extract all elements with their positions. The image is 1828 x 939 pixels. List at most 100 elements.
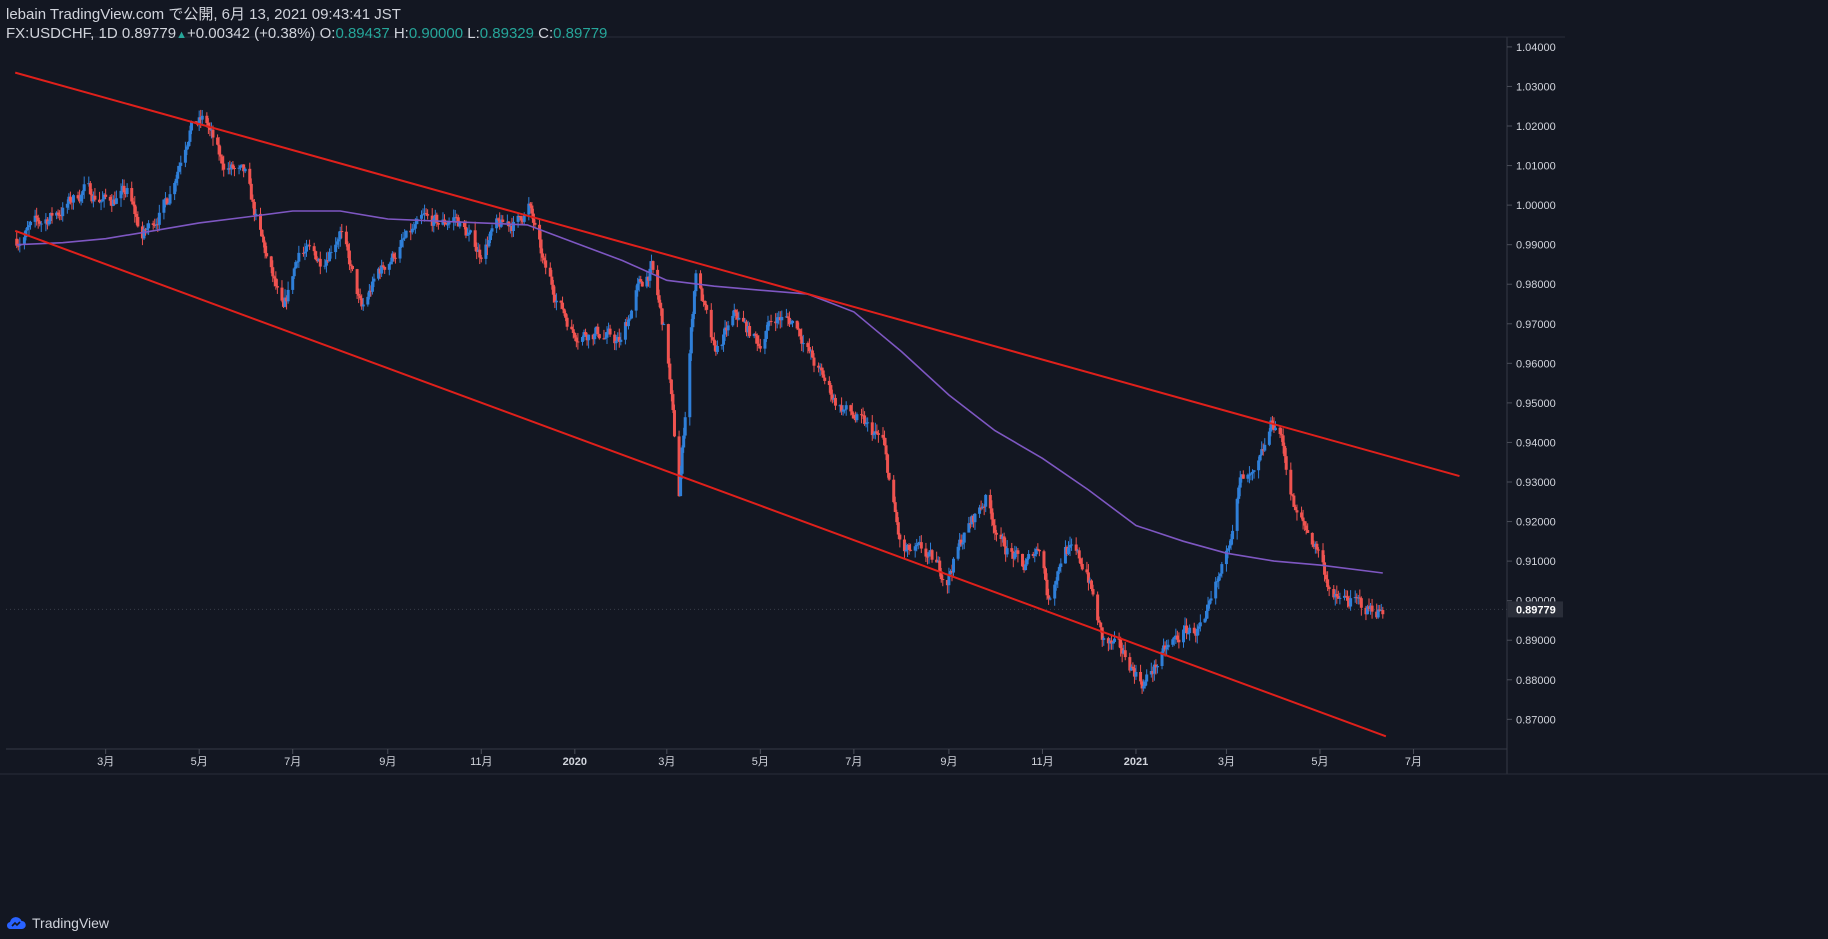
- candle-body: [1281, 435, 1285, 446]
- candle-body: [1241, 474, 1245, 479]
- candle-body: [369, 290, 373, 292]
- candle-body: [99, 201, 103, 203]
- candle-body: [205, 115, 209, 124]
- candle-body: [389, 261, 393, 265]
- candles: [15, 109, 1385, 694]
- candle-body: [688, 353, 692, 418]
- candle-body: [1218, 573, 1222, 577]
- candle-body: [1042, 551, 1046, 569]
- candle-body: [1119, 639, 1123, 649]
- candle-body: [1238, 477, 1242, 488]
- candle-body: [755, 335, 759, 344]
- candle-body: [533, 222, 537, 225]
- candle-body: [370, 281, 374, 292]
- candle-body: [154, 224, 158, 226]
- candle-body: [98, 199, 102, 203]
- tradingview-logo[interactable]: TradingView: [6, 915, 109, 931]
- candle-body: [1037, 549, 1041, 552]
- candle-body: [119, 190, 123, 199]
- candle-body: [24, 230, 28, 238]
- candle-body: [1231, 530, 1235, 540]
- candle-body: [505, 221, 509, 223]
- candle-body: [1091, 589, 1095, 595]
- candle-body: [798, 329, 802, 337]
- candle-body: [424, 213, 428, 215]
- candle-body: [559, 300, 563, 303]
- candle-body: [252, 201, 256, 216]
- candle-body: [1289, 469, 1293, 495]
- candle-body: [809, 350, 813, 352]
- candle-body: [679, 473, 683, 497]
- y-tick-label: 0.91000: [1516, 556, 1556, 568]
- candle-body: [941, 579, 945, 581]
- candle-body: [968, 523, 972, 525]
- candle-body: [1310, 532, 1314, 545]
- candle-body: [884, 445, 888, 455]
- y-tick-label: 0.88000: [1516, 675, 1556, 687]
- candle-body: [929, 550, 933, 553]
- candle-body: [800, 336, 804, 344]
- candle-body: [1375, 611, 1379, 618]
- y-tick-label: 1.03000: [1516, 81, 1556, 93]
- candle-body: [50, 212, 54, 216]
- candle-body: [827, 380, 831, 386]
- candle-body: [1292, 495, 1296, 507]
- candle-body: [1188, 627, 1192, 634]
- candle-body: [1096, 594, 1100, 621]
- candle-body: [1142, 686, 1146, 689]
- candle-body: [48, 212, 52, 222]
- candle-body: [677, 436, 681, 497]
- candle-body: [640, 281, 644, 287]
- candle-body: [487, 240, 491, 247]
- y-tick-label: 0.92000: [1516, 517, 1556, 529]
- candle-body: [240, 164, 244, 166]
- candle-body: [818, 367, 822, 369]
- candle-body: [1151, 671, 1155, 674]
- candle-body: [229, 164, 233, 170]
- candle-body: [660, 308, 664, 325]
- candle-body: [863, 415, 867, 425]
- candle-body: [142, 229, 146, 239]
- candle-body: [605, 332, 609, 338]
- candle-body: [1192, 627, 1196, 634]
- candle-body: [823, 377, 827, 381]
- candle-body: [1175, 635, 1179, 640]
- candle-body: [390, 253, 394, 262]
- candle-body: [435, 214, 439, 223]
- candle-body: [787, 317, 791, 325]
- candle-body: [666, 324, 670, 364]
- candle-body: [898, 534, 902, 540]
- candle-body: [732, 310, 736, 316]
- candle-body: [764, 330, 768, 339]
- candle-body: [436, 222, 440, 225]
- x-tick-label: 9月: [940, 756, 957, 768]
- candle-body: [1070, 544, 1074, 546]
- candle-body: [1214, 581, 1218, 599]
- candle-body: [1128, 657, 1132, 671]
- candle-body: [328, 252, 332, 262]
- high-label: H:: [393, 25, 409, 42]
- candle-body: [743, 321, 747, 323]
- candle-body: [377, 268, 381, 279]
- candle-body: [988, 494, 992, 509]
- candle-body: [111, 199, 115, 206]
- candle-body: [745, 321, 749, 333]
- candle-body: [1011, 551, 1015, 559]
- candle-body: [649, 261, 653, 269]
- candle-body: [833, 397, 837, 406]
- symbol-label[interactable]: FX:USDCHF, 1D: [6, 25, 118, 42]
- candle-body: [340, 231, 344, 233]
- x-tick-label: 5月: [191, 756, 208, 768]
- candle-body: [938, 560, 942, 572]
- candle-body: [324, 260, 328, 266]
- candle-body: [415, 218, 419, 225]
- candle-body: [1025, 558, 1029, 565]
- candle-body: [337, 239, 341, 242]
- candle-body: [519, 216, 523, 221]
- candle-body: [157, 212, 161, 225]
- candle-body: [1379, 610, 1383, 612]
- candle-body: [1258, 454, 1262, 461]
- candle-body: [312, 246, 316, 252]
- candle-body: [915, 544, 919, 547]
